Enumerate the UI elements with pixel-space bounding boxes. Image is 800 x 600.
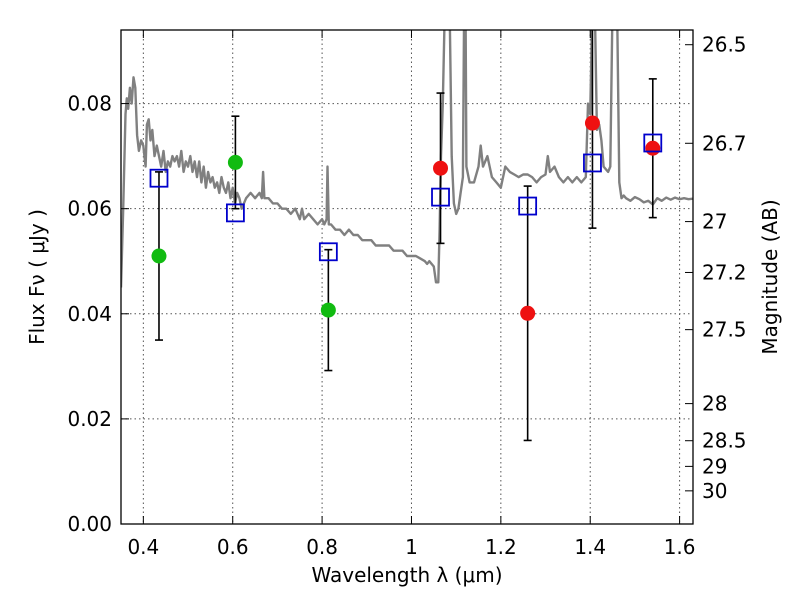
x-tick-label: 1 bbox=[405, 535, 418, 559]
model-photometry-marker bbox=[518, 196, 538, 216]
y-tick-label: 0.00 bbox=[67, 512, 112, 536]
observed-nir-marker bbox=[645, 140, 661, 156]
model-photometry-marker bbox=[643, 133, 663, 153]
plot-background bbox=[121, 30, 693, 524]
right-tick-label: 26.5 bbox=[702, 33, 747, 57]
observed-nir-marker bbox=[433, 160, 449, 176]
observed-nir-marker bbox=[584, 115, 600, 131]
observed-nir-marker bbox=[520, 305, 536, 321]
x-tick-label: 1.4 bbox=[574, 535, 606, 559]
y-axis-label: Flux Fν ( μJy ) bbox=[25, 209, 49, 345]
y-tick-label: 0.06 bbox=[67, 197, 112, 221]
model-photometry-marker bbox=[225, 203, 245, 223]
model-photometry-marker bbox=[318, 242, 338, 262]
plot-frame bbox=[120, 29, 694, 525]
x-axis-label: Wavelength λ (μm) bbox=[311, 563, 502, 587]
x-tick-label: 0.8 bbox=[306, 535, 338, 559]
right-tick-label: 28 bbox=[702, 392, 727, 416]
x-tick-label: 1.6 bbox=[664, 535, 696, 559]
observed-optical-marker bbox=[227, 154, 243, 170]
right-tick-label: 26.7 bbox=[702, 131, 747, 155]
right-tick-label: 29 bbox=[702, 454, 727, 478]
model-spectrum bbox=[121, 30, 693, 288]
right-tick-label: 27 bbox=[702, 210, 727, 234]
x-tick-label: 0.4 bbox=[127, 535, 159, 559]
x-tick-label: 1.2 bbox=[485, 535, 517, 559]
model-photometry-marker bbox=[583, 153, 602, 173]
spectrum-line bbox=[121, 30, 693, 288]
y-axis-right-label: Magnitude (AB) bbox=[758, 199, 782, 354]
observed-optical-marker bbox=[151, 248, 167, 264]
model-photometry-marker bbox=[149, 168, 169, 188]
right-tick-label: 27.5 bbox=[702, 318, 747, 342]
axis-ticks: 0.4 0.6 0.8 1 1.2 1.4 1.6 0.00 0.02 0.04 0.06 0.08 2… bbox=[67, 30, 747, 559]
right-tick-label: 28.5 bbox=[702, 429, 747, 453]
model-photometry-marker bbox=[431, 187, 450, 207]
data-markers bbox=[149, 115, 663, 321]
y-tick-label: 0.04 bbox=[67, 302, 112, 326]
x-tick-label: 0.6 bbox=[217, 535, 249, 559]
y-tick-label: 0.08 bbox=[67, 92, 112, 116]
right-tick-label: 30 bbox=[702, 479, 727, 503]
right-tick-label: 27.2 bbox=[702, 260, 747, 284]
observed-optical-marker bbox=[320, 302, 336, 318]
y-tick-label: 0.02 bbox=[67, 407, 112, 431]
